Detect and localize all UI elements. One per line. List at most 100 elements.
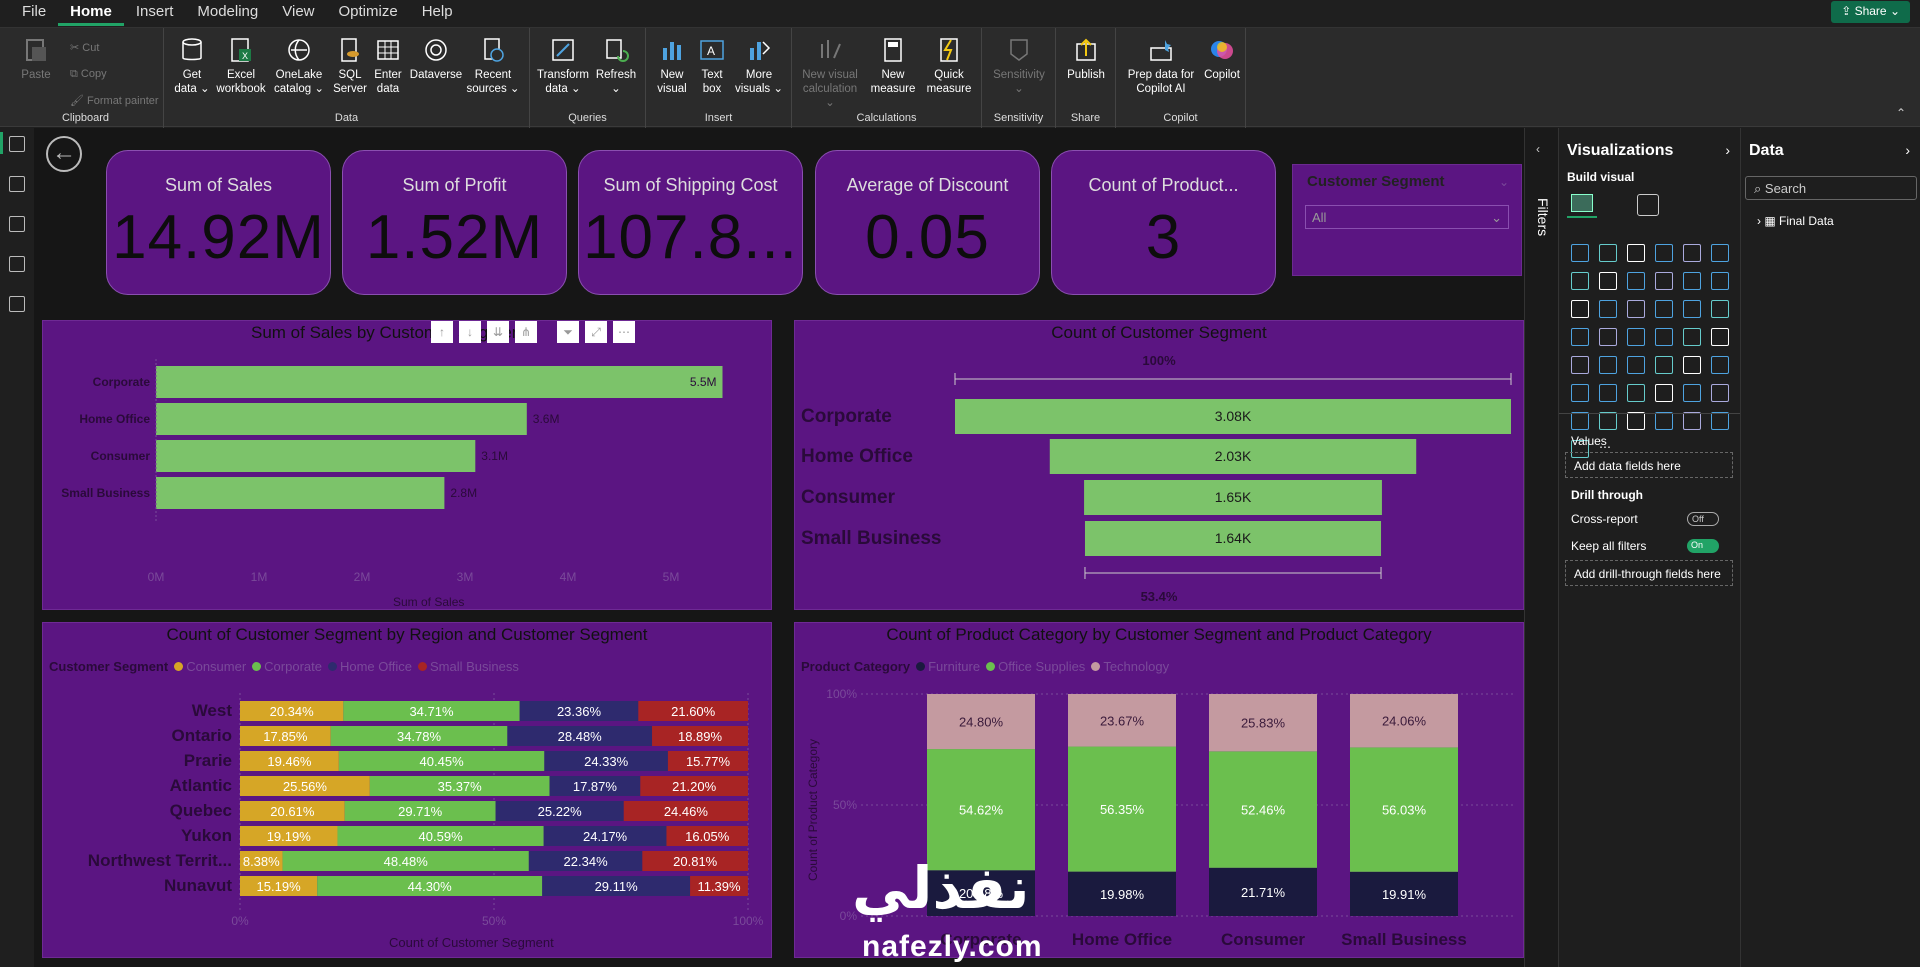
recent-sources-button[interactable]: Recent sources ⌄ [464,36,522,96]
menu-optimize[interactable]: Optimize [338,3,398,20]
visual-type-icon[interactable] [1683,272,1701,290]
sensitivity-button[interactable]: Sensitivity ⌄ [988,36,1050,96]
collapse-data-pane-icon[interactable]: › [1905,142,1910,158]
build-visual-tab[interactable] [1567,190,1597,218]
slicer-dropdown[interactable]: All ⌄ [1305,205,1509,229]
back-arrow-icon[interactable]: ← [46,136,82,172]
kpi-card-product-count[interactable]: Count of Product... 3 [1051,150,1276,295]
filter-icon[interactable]: ⏷ [557,321,579,343]
kpi-card-shipping[interactable]: Sum of Shipping Cost 107.8... [578,150,803,295]
visual-type-icon[interactable] [1655,300,1673,318]
sql-server-button[interactable]: SQL Server [330,36,370,96]
visual-type-icon[interactable] [1627,300,1645,318]
visual-type-icon[interactable] [1571,272,1589,290]
new-measure-button[interactable]: New measure [868,36,918,96]
legend-item[interactable]: Home Office [327,659,412,674]
visual-type-icon[interactable] [1627,272,1645,290]
sort-up-icon[interactable]: ↑ [431,321,453,343]
visual-type-icon[interactable] [1571,412,1589,430]
legend-item[interactable]: Furniture [916,659,980,674]
hierarchy-icon[interactable]: ⋔ [515,321,537,343]
paste-button[interactable]: Paste [16,36,56,82]
visual-type-icon[interactable] [1655,328,1673,346]
table-item-final-data[interactable]: › ▦ Final Data [1757,214,1834,228]
visual-type-icon[interactable] [1711,384,1729,402]
visual-type-icon[interactable] [1711,356,1729,374]
visual-type-icon[interactable] [1627,384,1645,402]
visual-type-icon[interactable] [1683,328,1701,346]
copilot-button[interactable]: Copilot [1202,36,1242,82]
copy-button[interactable]: ⧉ Copy [70,68,107,80]
visual-type-icon[interactable] [1655,356,1673,374]
sales-by-segment-chart[interactable]: Sum of Sales by Customer Segment Corpora… [42,320,772,610]
visual-type-icon[interactable] [1711,244,1729,262]
share-button[interactable]: ⇪ Share ⌄ [1831,1,1910,23]
more-visuals-button[interactable]: More visuals ⌄ [734,36,784,96]
visual-type-icon[interactable] [1683,356,1701,374]
cut-button[interactable]: ✂ Cut [70,42,100,54]
dax-query-view-icon[interactable] [9,256,25,272]
model-view-icon[interactable] [9,216,25,232]
excel-workbook-button[interactable]: X Excel workbook [216,36,266,96]
data-search-input[interactable]: ⌕ Search [1745,176,1917,200]
menu-home[interactable]: Home [58,0,124,26]
expand-filters-icon[interactable]: ‹ [1536,142,1540,156]
onelake-catalog-button[interactable]: OneLake catalog ⌄ [272,36,326,96]
visual-type-icon[interactable] [1627,356,1645,374]
visual-type-icon[interactable] [1683,412,1701,430]
visual-type-icon[interactable] [1711,300,1729,318]
refresh-button[interactable]: Refresh ⌄ [594,36,638,96]
visual-type-icon[interactable] [1627,328,1645,346]
format-painter-button[interactable]: 🖌 Format painter [70,95,159,107]
kpi-card-sales[interactable]: Sum of Sales 14.92M [106,150,331,295]
prep-data-copilot-button[interactable]: Prep data for Copilot AI [1120,36,1202,96]
legend-item[interactable]: Office Supplies [986,659,1085,674]
product-category-chart[interactable]: Count of Product Category by Customer Se… [794,622,1524,958]
dataverse-button[interactable]: Dataverse [408,36,464,82]
focus-mode-icon[interactable]: ⤢ [585,321,607,343]
visual-type-icon[interactable] [1711,328,1729,346]
get-data-button[interactable]: Get data ⌄ [172,36,212,96]
visual-type-icon[interactable] [1599,356,1617,374]
visual-type-icon[interactable] [1711,412,1729,430]
visual-type-icon[interactable] [1655,272,1673,290]
region-segment-chart[interactable]: Count of Customer Segment by Region and … [42,622,772,958]
menu-file[interactable]: File [22,3,47,20]
chevron-down-icon[interactable]: ⌄ [1498,175,1509,189]
expand-all-icon[interactable]: ⇊ [487,321,509,343]
visual-type-icon[interactable] [1711,272,1729,290]
count-segment-funnel-chart[interactable]: Count of Customer Segment Corporate 3.08K… [794,320,1524,610]
transform-data-button[interactable]: Transform data ⌄ [536,36,590,96]
new-visual-calculation-button[interactable]: New visual calculation ⌄ [798,36,862,110]
legend-item[interactable]: Corporate [252,659,322,674]
legend-item[interactable]: Technology [1091,659,1169,674]
kpi-card-discount[interactable]: Average of Discount 0.05 [815,150,1040,295]
collapse-pane-icon[interactable]: › [1725,142,1730,158]
visual-type-icon[interactable] [1571,328,1589,346]
table-view-icon[interactable] [9,176,25,192]
visual-type-icon[interactable] [1683,384,1701,402]
legend-item[interactable]: Consumer [174,659,246,674]
visual-type-icon[interactable] [1683,244,1701,262]
visual-type-icon[interactable] [1655,244,1673,262]
visual-type-icon[interactable] [1627,412,1645,430]
enter-data-button[interactable]: Enter data [370,36,406,96]
new-visual-button[interactable]: New visual [652,36,692,96]
cross-report-toggle[interactable]: Off [1687,512,1719,526]
publish-button[interactable]: Publish [1062,36,1110,82]
visual-type-icon[interactable] [1599,300,1617,318]
text-box-button[interactable]: A Text box [694,36,730,96]
filters-pane[interactable]: ‹ Filters [1524,128,1558,967]
visual-type-icon[interactable] [1599,412,1617,430]
visual-type-icon[interactable] [1571,244,1589,262]
visual-type-icon[interactable] [1599,384,1617,402]
visual-type-icon[interactable] [1627,244,1645,262]
menu-modeling[interactable]: Modeling [197,3,259,20]
visual-type-icon[interactable] [1599,244,1617,262]
visual-type-icon[interactable] [1655,412,1673,430]
more-options-icon[interactable]: ⋯ [613,321,635,343]
more-visuals-icon[interactable]: ⋯ [1599,440,1611,454]
visual-type-icon[interactable] [1571,440,1589,458]
report-view-icon[interactable] [9,136,25,152]
visual-type-icon[interactable] [1599,272,1617,290]
